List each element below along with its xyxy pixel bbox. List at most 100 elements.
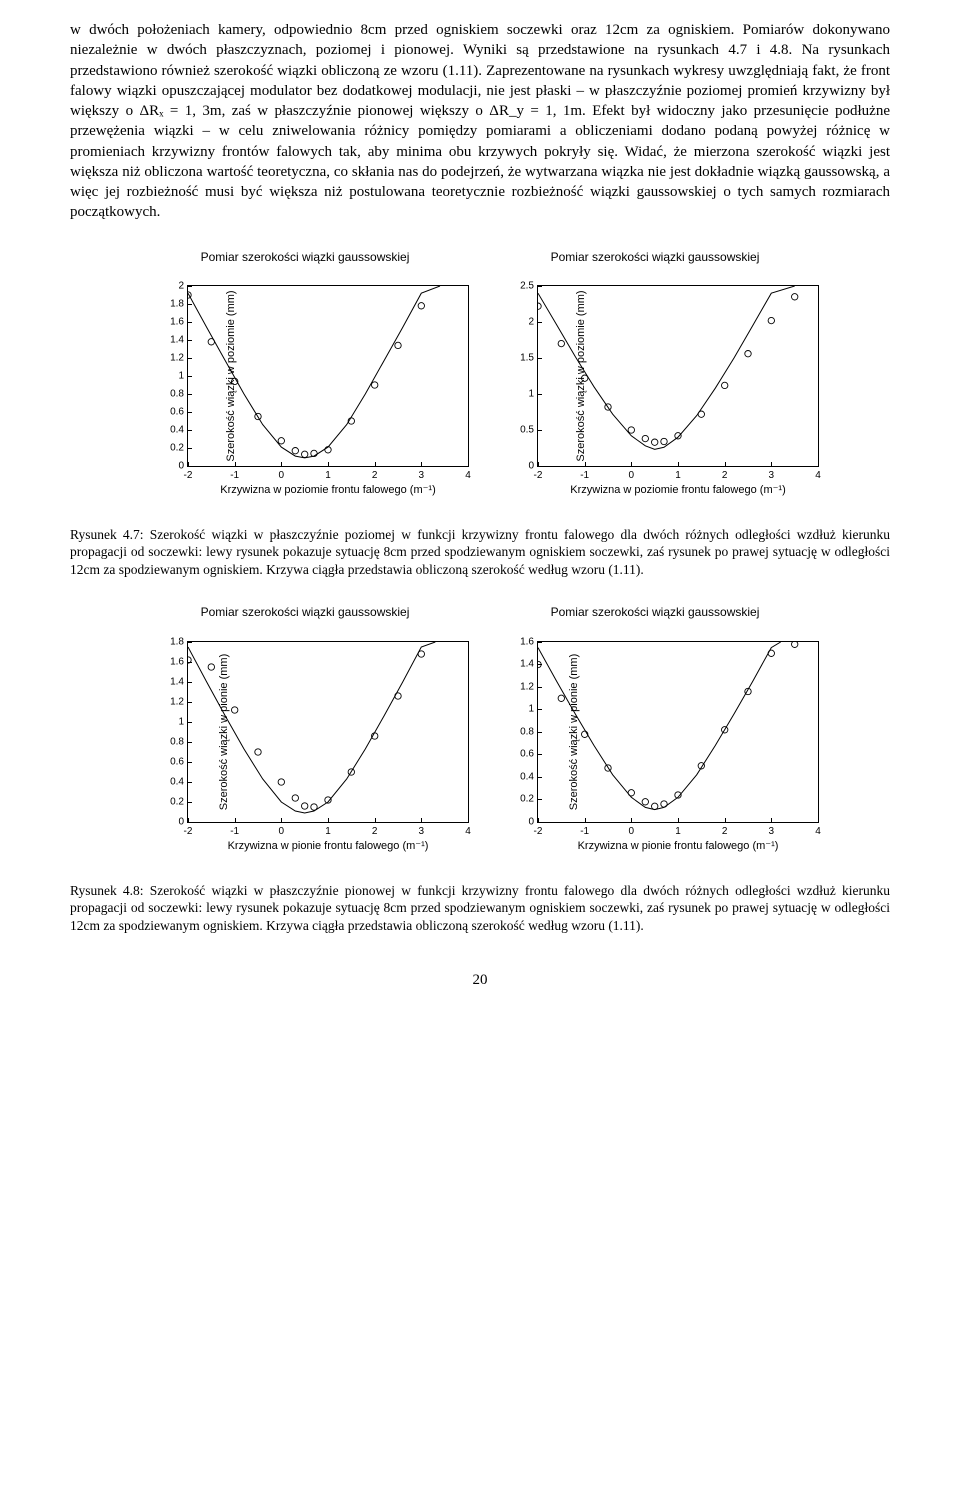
y-tick-label: 1: [178, 369, 188, 383]
data-point-marker: [722, 382, 728, 388]
x-tick-label: -2: [184, 466, 193, 483]
data-point-marker: [652, 803, 658, 809]
data-point-marker: [538, 303, 541, 309]
theory-curve: [188, 642, 435, 813]
data-point-marker: [558, 695, 564, 701]
y-tick-label: 0.4: [170, 423, 188, 437]
x-tick-label: 0: [629, 822, 635, 839]
chart-4-8-right: Pomiar szerokości wiązki gaussowskiej 0 0.…: [485, 604, 825, 857]
y-tick-label: 1.2: [170, 695, 188, 709]
x-tick-label: 0: [279, 822, 285, 839]
chart-4-8-left: Pomiar szerokości wiązki gaussowskiej 0 0.…: [135, 604, 475, 857]
y-tick-label: 0.8: [170, 735, 188, 749]
y-tick-label: 1.6: [170, 315, 188, 329]
data-point-marker: [652, 439, 658, 445]
data-point-marker: [395, 342, 401, 348]
data-point-marker: [538, 661, 541, 667]
y-tick-label: 1.6: [170, 655, 188, 669]
x-tick-label: 4: [465, 466, 471, 483]
data-point-marker: [292, 447, 298, 453]
y-tick-label: 1.4: [520, 657, 538, 671]
y-tick-label: 1.8: [170, 635, 188, 649]
y-tick-label: 0.4: [170, 775, 188, 789]
y-tick-label: 1.8: [170, 297, 188, 311]
data-point-marker: [302, 451, 308, 457]
x-tick-label: -2: [534, 466, 543, 483]
theory-curve: [538, 642, 781, 810]
y-tick-label: 1.6: [520, 635, 538, 649]
data-point-marker: [628, 789, 634, 795]
y-tick-label: 2: [178, 279, 188, 293]
y-tick-label: 0.2: [520, 792, 538, 806]
x-tick-label: -1: [580, 466, 589, 483]
theory-curve: [188, 286, 440, 458]
data-point-marker: [582, 375, 588, 381]
x-tick-label: 3: [769, 466, 775, 483]
x-tick-label: 0: [279, 466, 285, 483]
data-point-marker: [792, 642, 798, 648]
data-point-marker: [372, 381, 378, 387]
x-axis-label: Krzywizna w pionie frontu falowego (m⁻¹): [578, 839, 779, 854]
y-tick-label: 1: [528, 702, 538, 716]
figure-4-7-row: Pomiar szerokości wiązki gaussowskiej 0 0.…: [70, 249, 890, 502]
plot-svg: [538, 642, 818, 822]
data-point-marker: [255, 748, 261, 754]
chart-title: Pomiar szerokości wiązki gaussowskiej: [201, 249, 410, 265]
data-point-marker: [768, 317, 774, 323]
plot-svg: [188, 642, 468, 822]
y-tick-label: 0.6: [170, 755, 188, 769]
y-tick-label: 0.8: [520, 725, 538, 739]
page-number: 20: [70, 970, 890, 990]
x-tick-label: -1: [230, 822, 239, 839]
data-point-marker: [558, 340, 564, 346]
data-point-marker: [292, 794, 298, 800]
x-tick-label: -2: [184, 822, 193, 839]
figure-4-8-row: Pomiar szerokości wiązki gaussowskiej 0 0.…: [70, 604, 890, 857]
x-tick-label: 1: [325, 466, 331, 483]
data-point-marker: [232, 706, 238, 712]
data-point-marker: [792, 293, 798, 299]
data-point-marker: [642, 798, 648, 804]
data-point-marker: [418, 650, 424, 656]
plot-svg: [538, 286, 818, 466]
data-point-marker: [208, 663, 214, 669]
x-tick-label: -1: [580, 822, 589, 839]
data-point-marker: [278, 778, 284, 784]
data-point-marker: [395, 692, 401, 698]
data-point-marker: [208, 338, 214, 344]
x-tick-label: 1: [675, 466, 681, 483]
y-tick-label: 0.2: [170, 441, 188, 455]
x-tick-label: 1: [675, 822, 681, 839]
y-tick-label: 1.5: [520, 351, 538, 365]
chart-title: Pomiar szerokości wiązki gaussowskiej: [201, 604, 410, 620]
x-tick-label: 1: [325, 822, 331, 839]
x-tick-label: -2: [534, 822, 543, 839]
x-tick-label: 4: [815, 466, 821, 483]
data-point-marker: [188, 656, 191, 662]
data-point-marker: [628, 426, 634, 432]
data-point-marker: [278, 437, 284, 443]
y-tick-label: 1.2: [170, 351, 188, 365]
x-axis-label: Krzywizna w pionie frontu falowego (m⁻¹): [228, 839, 429, 854]
x-tick-label: 2: [372, 822, 378, 839]
x-tick-label: 2: [722, 822, 728, 839]
x-tick-label: 3: [769, 822, 775, 839]
chart-title: Pomiar szerokości wiązki gaussowskiej: [551, 604, 760, 620]
data-point-marker: [418, 302, 424, 308]
y-tick-label: 1.2: [520, 680, 538, 694]
x-tick-label: 3: [419, 822, 425, 839]
y-tick-label: 0.4: [520, 770, 538, 784]
y-tick-label: 0.6: [170, 405, 188, 419]
x-tick-label: 4: [465, 822, 471, 839]
body-paragraph: w dwóch położeniach kamery, odpowiednio …: [70, 20, 890, 223]
y-tick-label: 1.4: [170, 675, 188, 689]
chart-title: Pomiar szerokości wiązki gaussowskiej: [551, 249, 760, 265]
y-tick-label: 1: [178, 715, 188, 729]
data-point-marker: [745, 350, 751, 356]
data-point-marker: [698, 411, 704, 417]
y-tick-label: 1.4: [170, 333, 188, 347]
y-tick-label: 0.6: [520, 747, 538, 761]
y-tick-label: 0.8: [170, 387, 188, 401]
y-tick-label: 0.2: [170, 795, 188, 809]
y-tick-label: 2.5: [520, 279, 538, 293]
